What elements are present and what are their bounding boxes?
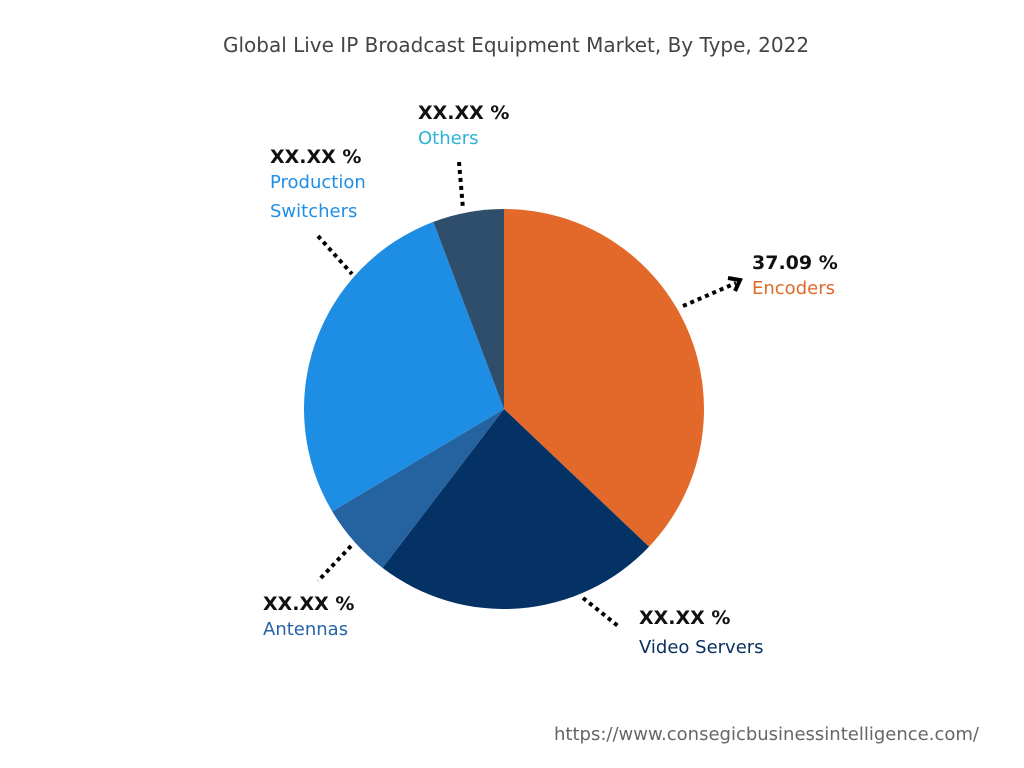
label-video-servers: XX.XX % Video Servers bbox=[639, 607, 764, 662]
leader-antennas bbox=[316, 544, 353, 583]
others-percent: XX.XX % bbox=[418, 102, 510, 124]
leader-video-servers bbox=[581, 596, 620, 628]
leader-production-switchers bbox=[316, 234, 354, 276]
label-others: XX.XX % Others bbox=[418, 102, 509, 153]
antennas-percent: XX.XX % bbox=[263, 593, 355, 615]
production-switchers-percent: XX.XX % bbox=[270, 146, 362, 168]
production-switchers-name-2: Switchers bbox=[270, 201, 358, 222]
label-production-switchers: XX.XX % Production Switchers bbox=[270, 146, 366, 226]
pie-slice-production-switchers bbox=[304, 221, 504, 512]
others-name: Others bbox=[418, 128, 479, 149]
antennas-name: Antennas bbox=[263, 619, 349, 640]
leader-encoders bbox=[682, 281, 737, 308]
pie-slice-video-servers bbox=[382, 409, 650, 609]
pie-slice-encoders bbox=[504, 209, 704, 547]
encoders-percent: 37.09 % bbox=[752, 252, 838, 274]
pie-slice-antennas bbox=[332, 409, 504, 568]
label-encoders: 37.09 % Encoders bbox=[752, 252, 838, 303]
arrowhead-encoders bbox=[727, 276, 743, 292]
video-servers-name: Video Servers bbox=[639, 637, 764, 658]
chart-title: Global Live IP Broadcast Equipment Marke… bbox=[222, 33, 810, 57]
production-switchers-name-1: Production bbox=[270, 172, 366, 193]
label-antennas: XX.XX % Antennas bbox=[263, 593, 354, 644]
video-servers-percent: XX.XX % bbox=[639, 607, 731, 629]
pie-slice-others bbox=[433, 209, 504, 409]
source-url[interactable]: https://www.consegicbusinessintelligence… bbox=[554, 724, 979, 745]
leader-others bbox=[457, 161, 465, 210]
encoders-name: Encoders bbox=[752, 278, 835, 299]
